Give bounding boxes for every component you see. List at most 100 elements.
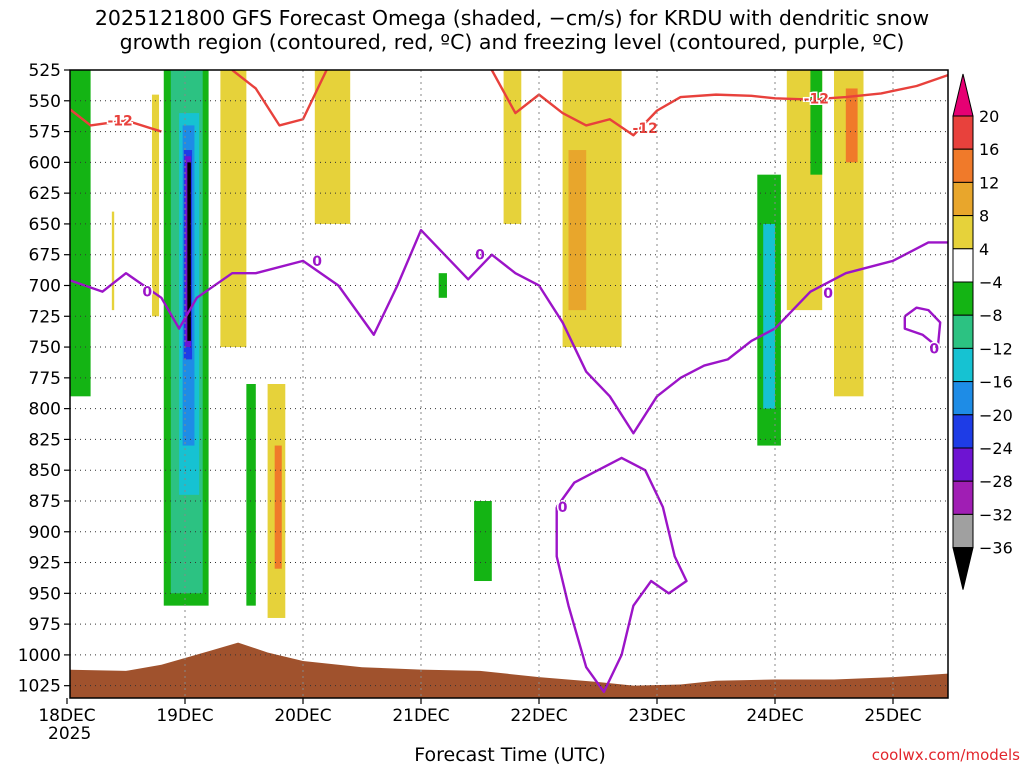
colorbar-bin [952,347,974,383]
colorbar-extend-bottom [952,547,974,590]
dgz-contour-line [70,107,162,133]
y-tick-label: 850 [29,461,61,481]
plot-frame [69,69,949,699]
colorbar: 20 16 12 8 4 −4 −8 −12 −16 −20 −24 −28 −32 −36 [952,73,1013,590]
plot-contents: -12 -12 -12 0 0 0 0 0 0 [70,70,948,698]
freezing-contour-label: 0 [558,500,568,516]
y-tick-label: 600 [29,153,61,173]
colorbar-level-label: −4 [979,273,1003,292]
omega-shaded-region [246,384,256,606]
x-year-label: 2025 [48,724,91,744]
colorbar-bin [952,314,974,349]
terrain-surface [70,642,948,698]
y-tick-label: 700 [29,276,61,296]
y-tick-label: 950 [29,584,61,604]
y-tick-label: 725 [29,307,61,327]
x-tick-label: 25DEC [864,706,921,726]
colorbar-bin [952,215,974,250]
omega-shaded-region [568,150,587,311]
omega-shaded-region [845,88,858,163]
colorbar-bin [952,181,974,217]
colorbar-level-label: −8 [979,306,1003,325]
omega-shaded-region [274,445,282,569]
omega-shaded-region [503,70,522,224]
y-tick-label: 1000 [18,646,61,666]
y-tick-label: 800 [29,400,61,420]
source-credit: coolwx.com/models [871,746,1020,764]
colorbar-bin [952,513,974,549]
colorbar-bin [952,148,974,183]
colorbar-level-label: 16 [979,140,999,159]
colorbar-level-label: −12 [979,339,1013,358]
colorbar-bin [952,281,974,316]
y-tick-label: 875 [29,492,61,512]
colorbar-bin [952,447,974,482]
y-tick-label: 775 [29,369,61,389]
colorbar-bin [952,414,974,449]
y-tick-label: 750 [29,338,61,358]
colorbar-level-label: −36 [979,539,1013,558]
y-tick-label: 650 [29,215,61,235]
omega-shaded-region [314,70,351,224]
colorbar-bin [952,115,974,150]
x-tick-label: 24DEC [746,706,803,726]
colorbar-bin [952,480,974,515]
omega-shaded-region [187,162,191,341]
x-tick-label: 19DEC [156,706,213,726]
title-line-1: 2025121800 GFS Forecast Omega (shaded, −… [94,6,930,30]
dgz-contour-label: -12 [633,121,658,137]
omega-shaded-region [763,223,775,409]
colorbar-level-label: −20 [979,406,1013,425]
colorbar-level-label: 4 [979,240,989,259]
plot-area: -12 -12 -12 0 0 0 0 0 0 525 550 575 600 625 650 675 700 7… [18,61,949,744]
freezing-contour-label: 0 [312,254,322,270]
chart-title: 2025121800 GFS Forecast Omega (shaded, −… [0,6,1024,54]
colorbar-extend-top [952,73,974,117]
x-tick-label: 21DEC [392,706,449,726]
freezing-level-contour-line [555,456,688,694]
freezing-level-contour-line [70,228,948,435]
omega-shaded-region [810,70,823,175]
title-line-2: growth region (contoured, red, ºC) and f… [119,30,905,54]
colorbar-level-label: 12 [979,173,999,192]
colorbar-bin [952,248,974,283]
x-tick-label: 22DEC [510,706,567,726]
dgz-contour-line [490,70,948,137]
colorbar-level-label: 8 [979,207,989,226]
omega-shaded-region [438,273,447,298]
x-tick-label: 18DEC [38,706,95,726]
freezing-contour-label: 0 [823,286,833,302]
colorbar-level-label: −16 [979,373,1013,392]
y-tick-label: 525 [29,61,61,81]
dgz-contour-line [231,70,328,127]
y-tick-label: 975 [29,615,61,635]
y-tick-label: 575 [29,123,61,143]
freezing-level-contour-line [903,306,942,349]
x-axis-title: Forecast Time (UTC) [414,744,606,766]
omega-shaded-region [220,70,247,348]
freezing-contour-label: 0 [142,285,152,301]
y-tick-label: 550 [29,92,61,112]
omega-shaded-region [151,94,160,317]
colorbar-level-label: −28 [979,472,1013,491]
colorbar-level-label: −24 [979,439,1013,458]
y-tick-label: 925 [29,554,61,574]
dgz-contour-label: -12 [804,91,829,107]
freezing-contour-label: 0 [475,248,485,264]
colorbar-level-label: 20 [979,107,999,126]
y-tick-label: 625 [29,184,61,204]
y-tick-label: 1025 [18,677,61,697]
omega-shaded-region [70,70,91,397]
omega-shaded-region [111,211,115,311]
x-tick-label: 23DEC [628,706,685,726]
freezing-contour-label: 0 [929,341,939,357]
colorbar-level-label: −32 [979,505,1013,524]
colorbar-bin [952,381,974,416]
y-tick-label: 825 [29,430,61,450]
y-tick-label: 900 [29,523,61,543]
dgz-contour-label: -12 [107,113,132,129]
y-tick-label: 675 [29,246,61,266]
omega-shaded-region [474,500,492,582]
x-tick-label: 20DEC [274,706,331,726]
